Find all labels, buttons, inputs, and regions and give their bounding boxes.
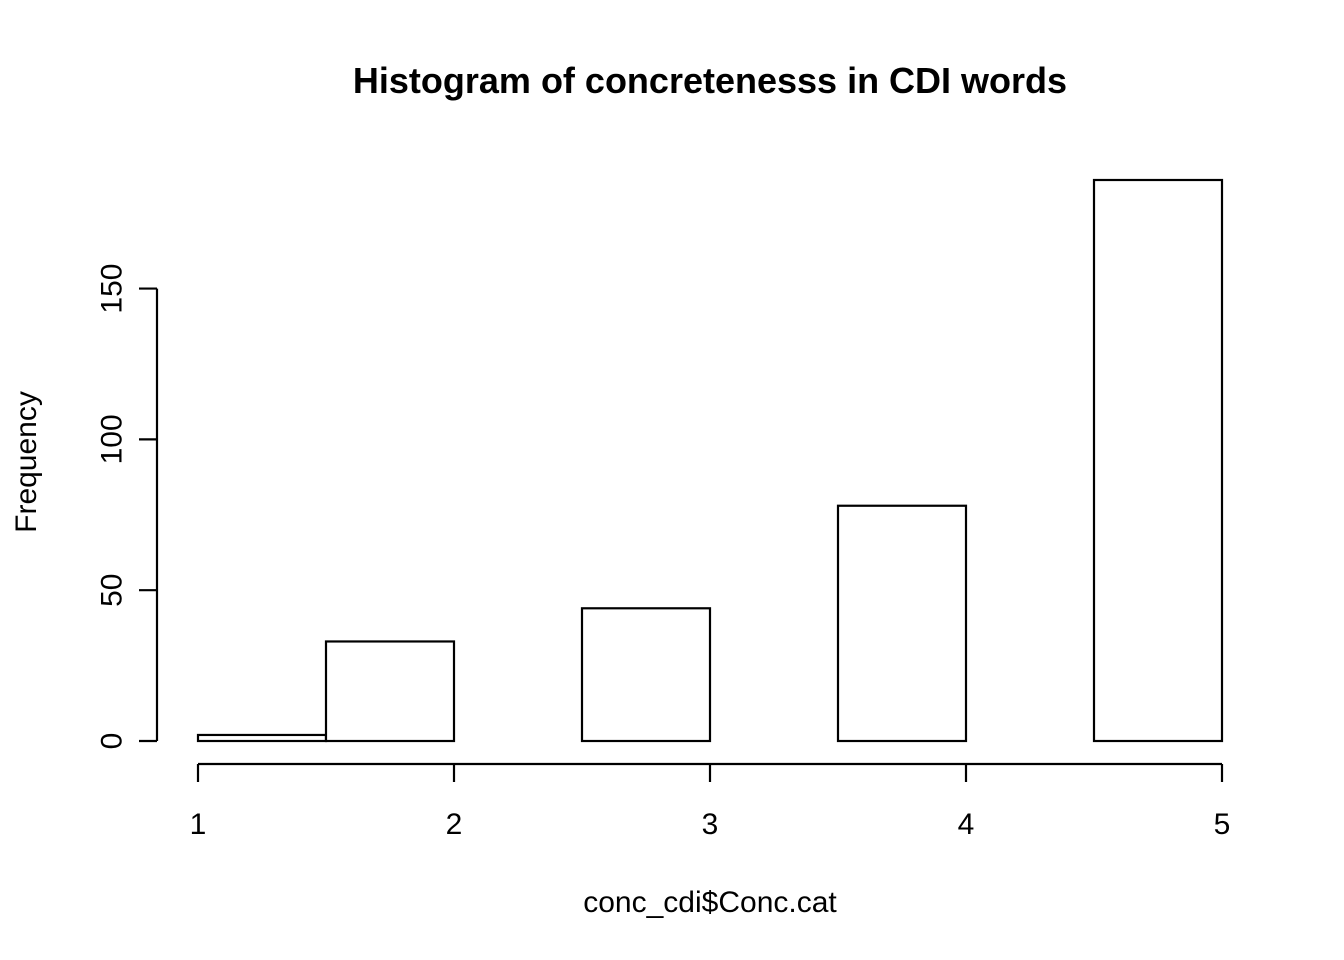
x-tick-label-4: 4 [958,808,975,841]
chart-title: Histogram of concretenesss in CDI words [353,60,1067,101]
histogram-bar-2 [324,640,456,743]
histogram-bar-1 [196,733,328,743]
x-tick-label-1: 1 [190,808,207,841]
x-tick-label-3: 3 [702,808,719,841]
y-tick-label-100: 100 [96,414,129,464]
y-axis: 0 50 100 150 [96,264,159,750]
x-tick-label-5: 5 [1214,808,1231,841]
y-tick-label-50: 50 [96,574,129,607]
x-axis: 1 2 3 4 5 [190,762,1231,841]
histogram-bar-8 [1092,178,1224,743]
histogram-bar-6 [836,504,968,743]
x-tick-label-2: 2 [446,808,463,841]
bars-group [196,178,1224,743]
x-axis-label: conc_cdi$Conc.cat [583,886,837,919]
y-axis-label: Frequency [10,391,43,533]
y-tick-label-0: 0 [96,733,129,750]
histogram-bar-4 [580,607,712,743]
y-tick-label-150: 150 [96,264,129,314]
